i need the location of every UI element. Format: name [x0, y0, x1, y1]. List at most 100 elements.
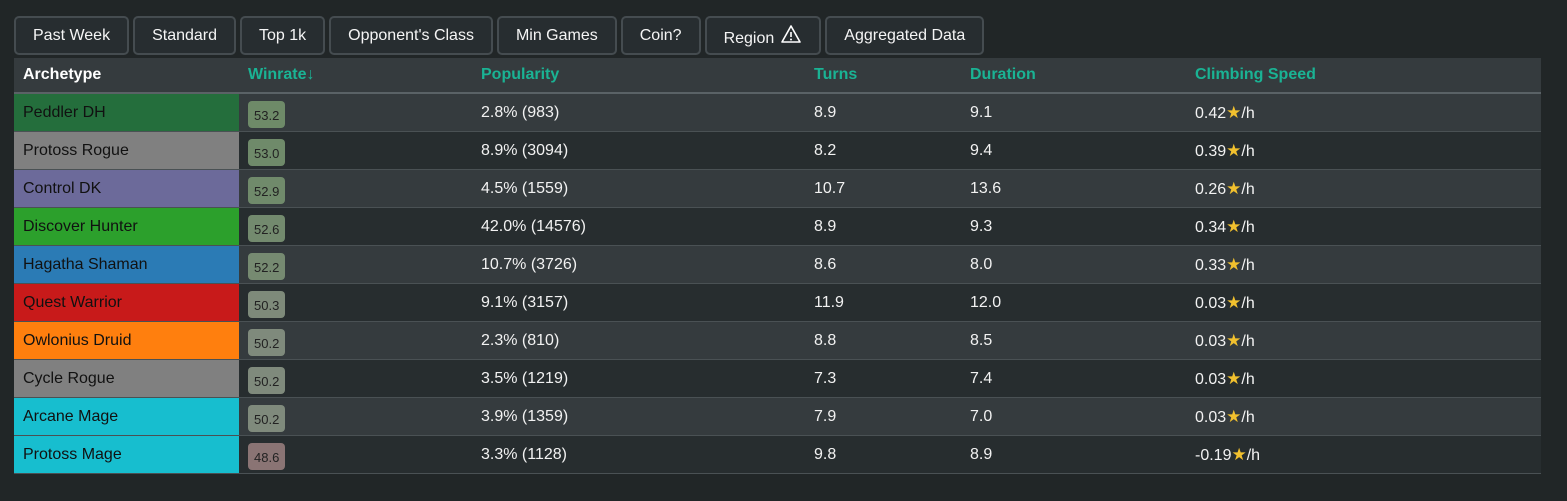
- duration: 9.4: [961, 131, 1186, 170]
- tab-coin[interactable]: Coin?: [620, 16, 701, 55]
- winrate-badge: 50.2: [248, 329, 286, 356]
- winrate-badge: 50.2: [248, 367, 286, 394]
- climb-value: 0.33: [1195, 256, 1227, 274]
- climbing-speed: 0.03★/h: [1186, 359, 1541, 398]
- climb-unit: /h: [1241, 104, 1255, 122]
- header-climbing-speed[interactable]: Climbing Speed: [1186, 58, 1541, 94]
- turns: 8.9: [805, 207, 961, 246]
- winrate-cell: 50.2: [239, 359, 472, 398]
- popularity: 8.9% (3094): [472, 131, 805, 170]
- archetype-name[interactable]: Control DK: [14, 169, 239, 208]
- climbing-speed: 0.34★/h: [1186, 207, 1541, 246]
- popularity: 3.9% (1359): [472, 397, 805, 436]
- winrate-badge: 53.2: [248, 101, 286, 128]
- duration: 12.0: [961, 283, 1186, 322]
- climbing-speed: 0.03★/h: [1186, 283, 1541, 322]
- tab-region[interactable]: Region: [704, 16, 822, 55]
- turns: 7.3: [805, 359, 961, 398]
- climb-value: 0.39: [1195, 142, 1227, 160]
- popularity: 3.3% (1128): [472, 435, 805, 474]
- table-row[interactable]: Protoss Rogue 53.0 8.9% (3094) 8.2 9.4 0…: [14, 131, 1541, 170]
- header-winrate[interactable]: Winrate↓: [239, 58, 472, 94]
- archetype-name[interactable]: Protoss Rogue: [14, 131, 239, 170]
- archetype-name[interactable]: Discover Hunter: [14, 207, 239, 246]
- climb-unit: /h: [1241, 180, 1255, 198]
- table-row[interactable]: Hagatha Shaman 52.2 10.7% (3726) 8.6 8.0…: [14, 245, 1541, 284]
- archetype-name[interactable]: Protoss Mage: [14, 435, 239, 474]
- archetype-name[interactable]: Arcane Mage: [14, 397, 239, 436]
- climb-unit: /h: [1241, 256, 1255, 274]
- duration: 7.4: [961, 359, 1186, 398]
- turns: 11.9: [805, 283, 961, 322]
- turns: 8.8: [805, 321, 961, 360]
- popularity: 2.3% (810): [472, 321, 805, 360]
- table-row[interactable]: Discover Hunter 52.6 42.0% (14576) 8.9 9…: [14, 207, 1541, 246]
- table-row[interactable]: Peddler DH 53.2 2.8% (983) 8.9 9.1 0.42★…: [14, 93, 1541, 132]
- table-row[interactable]: Cycle Rogue 50.2 3.5% (1219) 7.3 7.4 0.0…: [14, 359, 1541, 398]
- climb-unit: /h: [1241, 332, 1255, 350]
- climb-value: 0.42: [1195, 104, 1227, 122]
- duration: 7.0: [961, 397, 1186, 436]
- warning-triangle-icon: [781, 24, 802, 43]
- popularity: 9.1% (3157): [472, 283, 805, 322]
- tab-opponents-class[interactable]: Opponent's Class: [329, 16, 493, 55]
- header-archetype[interactable]: Archetype: [14, 58, 239, 94]
- turns: 8.2: [805, 131, 961, 170]
- turns: 8.9: [805, 93, 961, 132]
- header-turns[interactable]: Turns: [805, 58, 961, 94]
- table-row[interactable]: Control DK 52.9 4.5% (1559) 10.7 13.6 0.…: [14, 169, 1541, 208]
- winrate-badge: 52.6: [248, 215, 286, 242]
- archetype-name[interactable]: Owlonius Druid: [14, 321, 239, 360]
- table-row[interactable]: Quest Warrior 50.3 9.1% (3157) 11.9 12.0…: [14, 283, 1541, 322]
- climb-unit: /h: [1241, 370, 1255, 388]
- header-popularity[interactable]: Popularity: [472, 58, 805, 94]
- climb-unit: /h: [1241, 218, 1255, 236]
- climbing-speed: 0.03★/h: [1186, 397, 1541, 436]
- climb-value: 0.34: [1195, 218, 1227, 236]
- duration: 8.5: [961, 321, 1186, 360]
- header-duration[interactable]: Duration: [961, 58, 1186, 94]
- popularity: 3.5% (1219): [472, 359, 805, 398]
- climb-value: 0.03: [1195, 370, 1227, 388]
- turns: 9.8: [805, 435, 961, 474]
- table-row[interactable]: Owlonius Druid 50.2 2.3% (810) 8.8 8.5 0…: [14, 321, 1541, 360]
- popularity: 4.5% (1559): [472, 169, 805, 208]
- star-icon: ★: [1226, 368, 1242, 388]
- duration: 8.0: [961, 245, 1186, 284]
- popularity: 42.0% (14576): [472, 207, 805, 246]
- tab-aggregated-data[interactable]: Aggregated Data: [825, 16, 985, 55]
- table-row[interactable]: Protoss Mage 48.6 3.3% (1128) 9.8 8.9 -0…: [14, 435, 1541, 474]
- archetype-name[interactable]: Cycle Rogue: [14, 359, 239, 398]
- climb-unit: /h: [1241, 408, 1255, 426]
- climb-value: 0.26: [1195, 180, 1227, 198]
- climb-value: 0.03: [1195, 332, 1227, 350]
- star-icon: ★: [1226, 140, 1242, 160]
- duration: 9.3: [961, 207, 1186, 246]
- climb-value: 0.03: [1195, 408, 1227, 426]
- winrate-cell: 48.6: [239, 435, 472, 474]
- popularity: 2.8% (983): [472, 93, 805, 132]
- tab-standard[interactable]: Standard: [133, 16, 237, 55]
- climb-unit: /h: [1246, 446, 1261, 464]
- star-icon: ★: [1226, 406, 1242, 426]
- winrate-cell: 52.6: [239, 207, 472, 246]
- tab-min-games[interactable]: Min Games: [496, 16, 617, 55]
- tab-top-1k[interactable]: Top 1k: [240, 16, 326, 55]
- winrate-badge: 52.9: [248, 177, 286, 204]
- tab-past-week[interactable]: Past Week: [14, 16, 130, 55]
- winrate-badge: 50.2: [248, 405, 286, 432]
- winrate-badge: 52.2: [248, 253, 286, 280]
- winrate-cell: 50.2: [239, 397, 472, 436]
- archetype-name[interactable]: Peddler DH: [14, 93, 239, 132]
- archetype-name[interactable]: Quest Warrior: [14, 283, 239, 322]
- duration: 8.9: [961, 435, 1186, 474]
- popularity: 10.7% (3726): [472, 245, 805, 284]
- star-icon: ★: [1226, 178, 1242, 198]
- winrate-cell: 50.2: [239, 321, 472, 360]
- winrate-cell: 53.0: [239, 131, 472, 170]
- archetype-name[interactable]: Hagatha Shaman: [14, 245, 239, 284]
- climbing-speed: 0.26★/h: [1186, 169, 1541, 208]
- climb-unit: /h: [1241, 294, 1255, 312]
- climb-unit: /h: [1241, 142, 1255, 160]
- table-row[interactable]: Arcane Mage 50.2 3.9% (1359) 7.9 7.0 0.0…: [14, 397, 1541, 436]
